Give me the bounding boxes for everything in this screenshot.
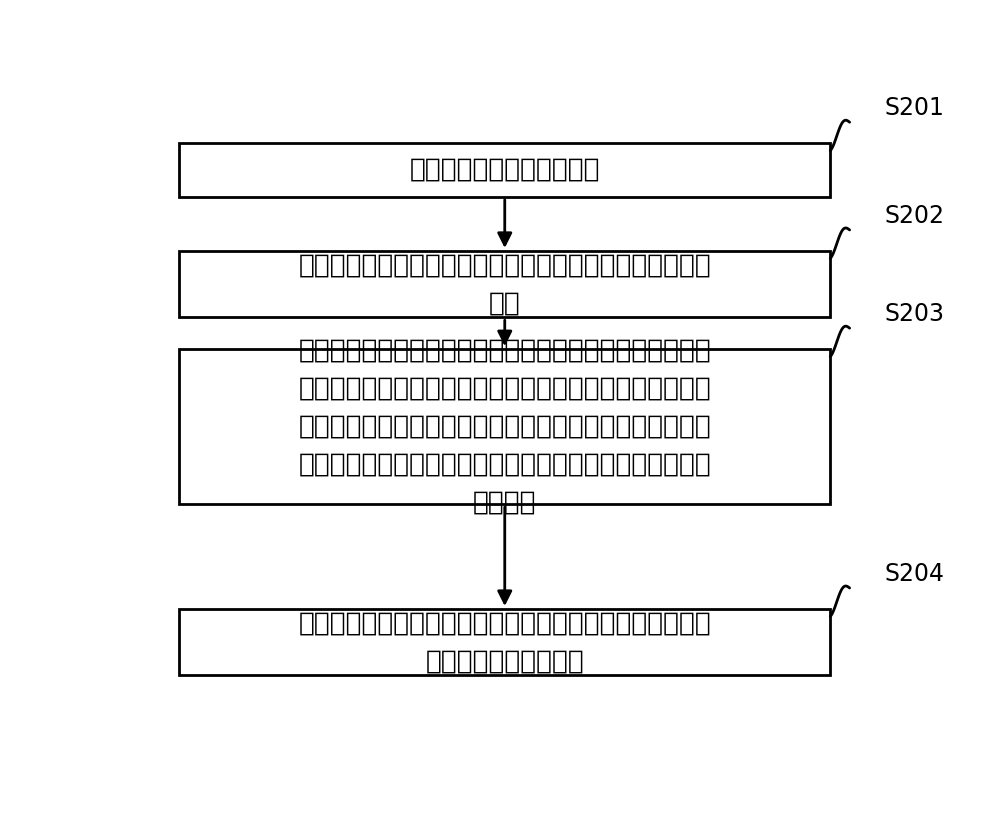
Text: 获取绝缘油的拉曼光谱数据: 获取绝缘油的拉曼光谱数据 xyxy=(410,157,600,183)
Bar xyxy=(179,251,830,318)
Bar xyxy=(179,143,830,197)
Bar xyxy=(179,609,830,676)
Text: 将所述各成分的特征峰的特征向量作为输入数据，输入至老
化阶段预测模型，以使所述老化阶段预测模型对所述输入数
据所表征的所述各成分的特征峰的特征向量进行降维处理，: 将所述各成分的特征峰的特征向量作为输入数据，输入至老 化阶段预测模型，以使所述老… xyxy=(298,337,711,516)
Text: S204: S204 xyxy=(885,562,944,586)
Text: S202: S202 xyxy=(885,204,944,228)
Text: 根据所述老化阶段预测模型输出的所述预测标签，识别所述
绝缘油所处的老化阶段: 根据所述老化阶段预测模型输出的所述预测标签，识别所述 绝缘油所处的老化阶段 xyxy=(298,610,711,674)
Text: S203: S203 xyxy=(885,302,944,326)
Bar xyxy=(179,349,830,504)
Text: S201: S201 xyxy=(885,96,944,120)
Text: 从所述拉曼光谱数据中提取所述绝缘油所包含的各成分的特
征峰: 从所述拉曼光谱数据中提取所述绝缘油所包含的各成分的特 征峰 xyxy=(298,252,711,316)
